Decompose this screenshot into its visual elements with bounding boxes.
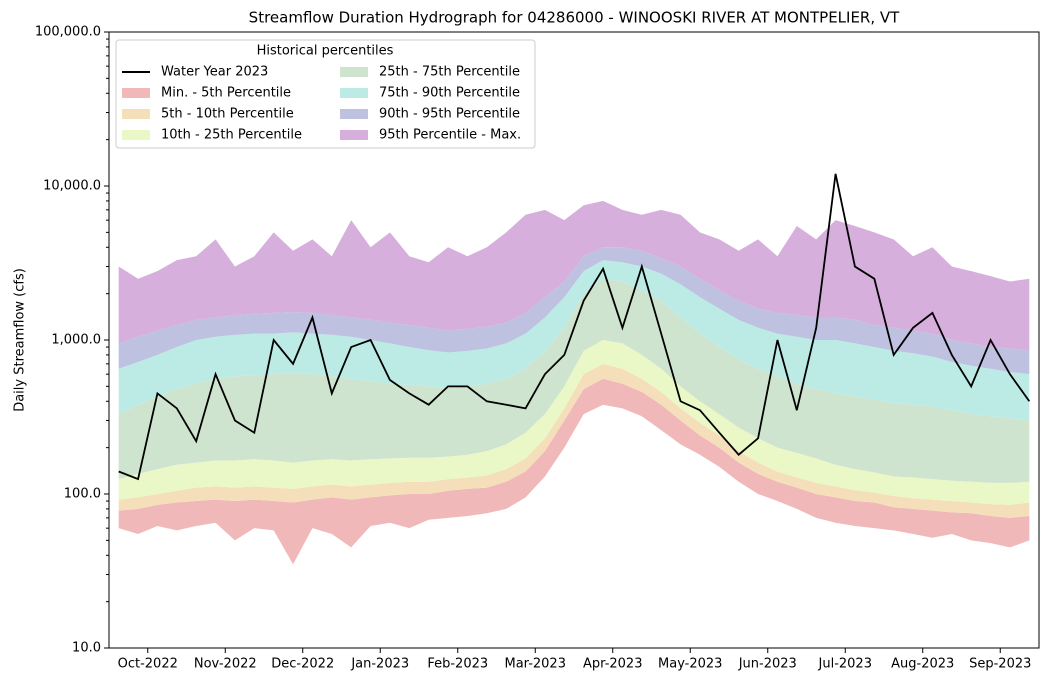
legend-label: 90th - 95th Percentile: [379, 107, 520, 122]
legend-handle: [122, 130, 150, 140]
percentile-band: [118, 260, 1030, 421]
legend-label: Min. - 5th Percentile: [161, 86, 291, 101]
legend-label: 95th Percentile - Max.: [379, 128, 521, 143]
y-tick-label: 10,000.0: [43, 179, 101, 194]
percentile-band: [118, 378, 1030, 565]
legend-label: 10th - 25th Percentile: [161, 128, 302, 143]
x-tick-label: Jan-2023: [350, 657, 409, 672]
legend-handle: [340, 88, 368, 98]
x-tick-label: Dec-2022: [271, 657, 334, 672]
x-tick-label: Oct-2022: [118, 657, 178, 672]
chart-title: Streamflow Duration Hydrograph for 04286…: [249, 9, 900, 27]
legend-title: Historical percentiles: [257, 44, 394, 59]
legend: Historical percentiles Water Year 2023 Min…: [115, 39, 536, 149]
x-tick-label: Sep-2023: [969, 657, 1031, 672]
percentile-band: [118, 278, 1030, 483]
x-tick-label: Mar-2023: [505, 657, 566, 672]
data-line: [118, 173, 1031, 481]
x-tick-label: Feb-2023: [427, 657, 488, 672]
legend-handle: [122, 109, 150, 119]
percentile-band: [118, 363, 1030, 518]
x-tick-label: Jul-2023: [818, 657, 872, 672]
x-tick-label: May-2023: [658, 657, 722, 672]
legend-label: 75th - 90th Percentile: [379, 86, 520, 101]
legend-label: 25th - 75th Percentile: [379, 65, 520, 80]
y-tick-label: 10.0: [72, 641, 101, 656]
legend-handle: [122, 88, 150, 98]
x-tick-label: Aug-2023: [891, 657, 954, 672]
x-tick-label: Apr-2023: [583, 657, 642, 672]
y-tick-label: 100,000.0: [35, 25, 101, 40]
legend-handle: [340, 67, 368, 77]
percentile-band: [118, 247, 1030, 375]
y-tick-label: 1,000.0: [51, 333, 101, 348]
legend-handle: [340, 109, 368, 119]
x-tick-label: Jun-2023: [738, 657, 797, 672]
legend-label: Water Year 2023: [161, 65, 268, 80]
legend-label: 5th - 10th Percentile: [161, 107, 294, 122]
y-axis-label: Daily Streamflow (cfs): [13, 268, 28, 412]
legend-handle: [340, 130, 368, 140]
legend-box: [115, 39, 536, 149]
x-tick-label: Nov-2022: [194, 657, 257, 672]
y-tick-label: 100.0: [64, 487, 101, 502]
percentile-band: [118, 200, 1030, 351]
percentile-band: [118, 340, 1030, 505]
